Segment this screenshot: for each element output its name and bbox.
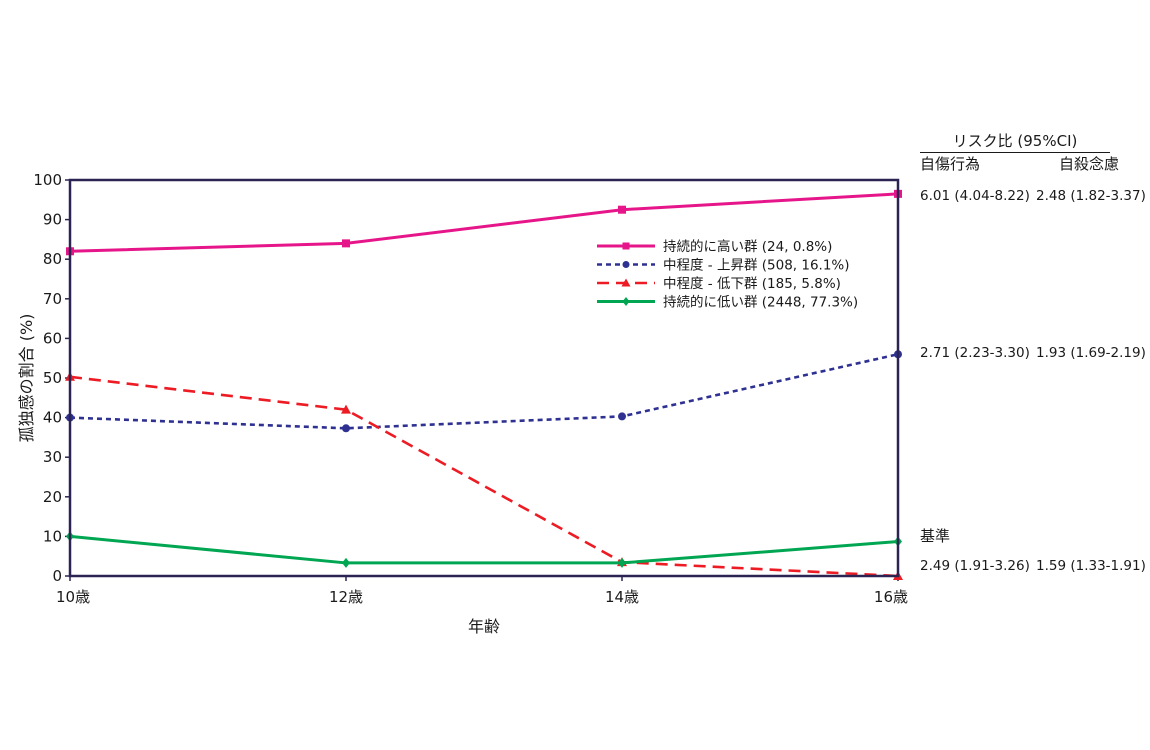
risk-col-suicidal-ideation: 自殺念慮 bbox=[1059, 155, 1120, 173]
series-line bbox=[69, 192, 899, 253]
legend: 持続的に高い群 (24, 0.8%) 中程度 - 上昇群 (508, 16.1%)… bbox=[597, 238, 858, 311]
data-point bbox=[342, 557, 350, 568]
risk-row-high-self-harm: 6.01 (4.04-8.22) bbox=[920, 188, 1030, 204]
y-tick-label: 40 bbox=[43, 409, 62, 427]
y-tick-label: 60 bbox=[43, 329, 62, 347]
y-tick-label: 70 bbox=[43, 290, 62, 308]
series-line bbox=[69, 352, 899, 430]
data-point bbox=[621, 278, 631, 287]
data-point bbox=[618, 205, 626, 214]
risk-col-self-harm: 自傷行為 bbox=[920, 155, 981, 173]
series-line bbox=[69, 375, 899, 578]
data-point bbox=[342, 424, 350, 433]
risk-row-reference-label: 基準 bbox=[920, 527, 951, 545]
series-layer bbox=[65, 189, 903, 580]
y-tick-label: 20 bbox=[43, 488, 62, 506]
data-point bbox=[618, 557, 626, 568]
legend-entry: 中程度 - 低下群 (185, 5.8%) bbox=[597, 276, 841, 292]
risk-row-rising-suicidal: 1.93 (1.69-2.19) bbox=[1036, 345, 1146, 361]
data-point bbox=[342, 239, 350, 248]
legend-label: 中程度 - 低下群 (185, 5.8%) bbox=[663, 276, 841, 292]
legend-label: 中程度 - 上昇群 (508, 16.1%) bbox=[663, 258, 850, 274]
y-axis-ticks: 0 10 20 30 40 50 60 70 80 90 100 bbox=[33, 171, 70, 585]
legend-entry: 持続的に低い群 (2448, 77.3%) bbox=[597, 295, 858, 311]
y-tick-label: 50 bbox=[43, 369, 62, 387]
y-tick-label: 30 bbox=[43, 448, 62, 466]
x-tick-label: 12歳 bbox=[329, 588, 363, 606]
series-1 bbox=[66, 350, 902, 433]
y-tick-label: 80 bbox=[43, 250, 62, 268]
risk-row-high-suicidal: 2.48 (1.82-3.37) bbox=[1036, 188, 1146, 204]
x-tick-label: 16歳 bbox=[874, 588, 908, 606]
series-line bbox=[69, 534, 899, 565]
y-tick-label: 100 bbox=[33, 171, 62, 189]
risk-row-declining-suicidal: 1.59 (1.33-1.91) bbox=[1036, 558, 1146, 574]
data-point bbox=[618, 412, 626, 421]
legend-label: 持続的に高い群 (24, 0.8%) bbox=[663, 238, 832, 255]
legend-entry: 中程度 - 上昇群 (508, 16.1%) bbox=[597, 258, 850, 274]
data-point bbox=[622, 297, 630, 306]
plot-frame bbox=[68, 178, 900, 578]
y-tick-label: 10 bbox=[43, 527, 62, 545]
series-3 bbox=[66, 531, 902, 568]
x-axis-title: 年齢 bbox=[468, 617, 500, 636]
legend-label: 持続的に低い群 (2448, 77.3%) bbox=[663, 295, 858, 311]
data-point bbox=[622, 261, 630, 268]
y-axis-title: 孤独感の割合 (%) bbox=[17, 314, 36, 443]
risk-row-declining-self-harm: 2.49 (1.91-3.26) bbox=[920, 558, 1030, 574]
y-tick-label: 0 bbox=[52, 567, 62, 585]
y-tick-label: 90 bbox=[43, 211, 62, 229]
risk-ratio-title: リスク比 (95%CI) bbox=[920, 130, 1110, 153]
x-tick-label: 10歳 bbox=[56, 588, 90, 606]
legend-entry: 持続的に高い群 (24, 0.8%) bbox=[597, 238, 832, 255]
x-tick-label: 14歳 bbox=[605, 588, 639, 606]
x-axis-ticks: 10歳 12歳 14歳 16歳 bbox=[56, 576, 908, 606]
data-point bbox=[341, 404, 351, 414]
risk-row-rising-self-harm: 2.71 (2.23-3.30) bbox=[920, 345, 1030, 361]
data-point bbox=[622, 242, 630, 250]
